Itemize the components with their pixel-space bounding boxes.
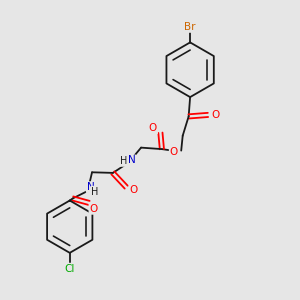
Text: H: H	[120, 156, 128, 166]
Text: N: N	[87, 182, 94, 192]
Text: H: H	[91, 187, 99, 196]
Text: Br: Br	[184, 22, 196, 32]
Text: O: O	[170, 147, 178, 157]
Text: O: O	[130, 185, 138, 195]
Text: O: O	[211, 110, 220, 120]
Text: O: O	[149, 123, 157, 133]
Text: Cl: Cl	[64, 264, 75, 274]
Text: N: N	[128, 155, 135, 165]
Text: O: O	[89, 204, 98, 214]
